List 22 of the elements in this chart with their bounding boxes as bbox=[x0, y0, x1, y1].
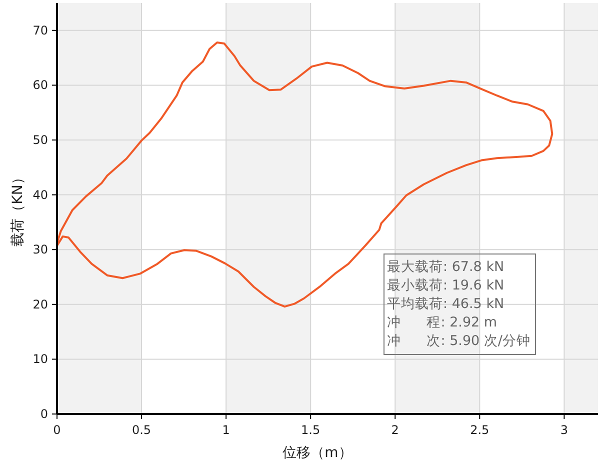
x-tick-label: 0 bbox=[53, 423, 61, 437]
y-tick-label: 0 bbox=[40, 407, 48, 421]
x-tick-label: 2 bbox=[391, 423, 399, 437]
x-tick-label: 1.5 bbox=[301, 423, 320, 437]
y-axis-title: 载荷（KN） bbox=[10, 170, 26, 246]
y-tick-label: 30 bbox=[32, 242, 48, 257]
y-tick-label: 20 bbox=[32, 297, 48, 312]
annotation: 冲 程: 2.92 m bbox=[387, 314, 498, 330]
annotation: 平均载荷: 46.5 kN bbox=[387, 296, 504, 312]
x-tick-label: 3 bbox=[560, 423, 568, 437]
annotation: 最小载荷: 19.6 kN bbox=[387, 278, 504, 294]
y-tick-label: 70 bbox=[32, 23, 48, 38]
y-tick-label: 60 bbox=[32, 78, 48, 92]
y-tick-label: 10 bbox=[32, 352, 48, 366]
x-axis-title: 位移（m） bbox=[282, 445, 352, 461]
x-tick-label: 1 bbox=[222, 423, 230, 437]
annotation: 冲 次: 5.90 次/分钟 bbox=[387, 333, 530, 349]
y-tick-label: 40 bbox=[32, 188, 48, 202]
annotation: 最大载荷: 67.8 kN bbox=[387, 259, 504, 275]
y-tick-label: 50 bbox=[32, 133, 48, 147]
x-tick-label: 2.5 bbox=[470, 423, 490, 437]
x-tick-label: 0.5 bbox=[132, 423, 152, 437]
